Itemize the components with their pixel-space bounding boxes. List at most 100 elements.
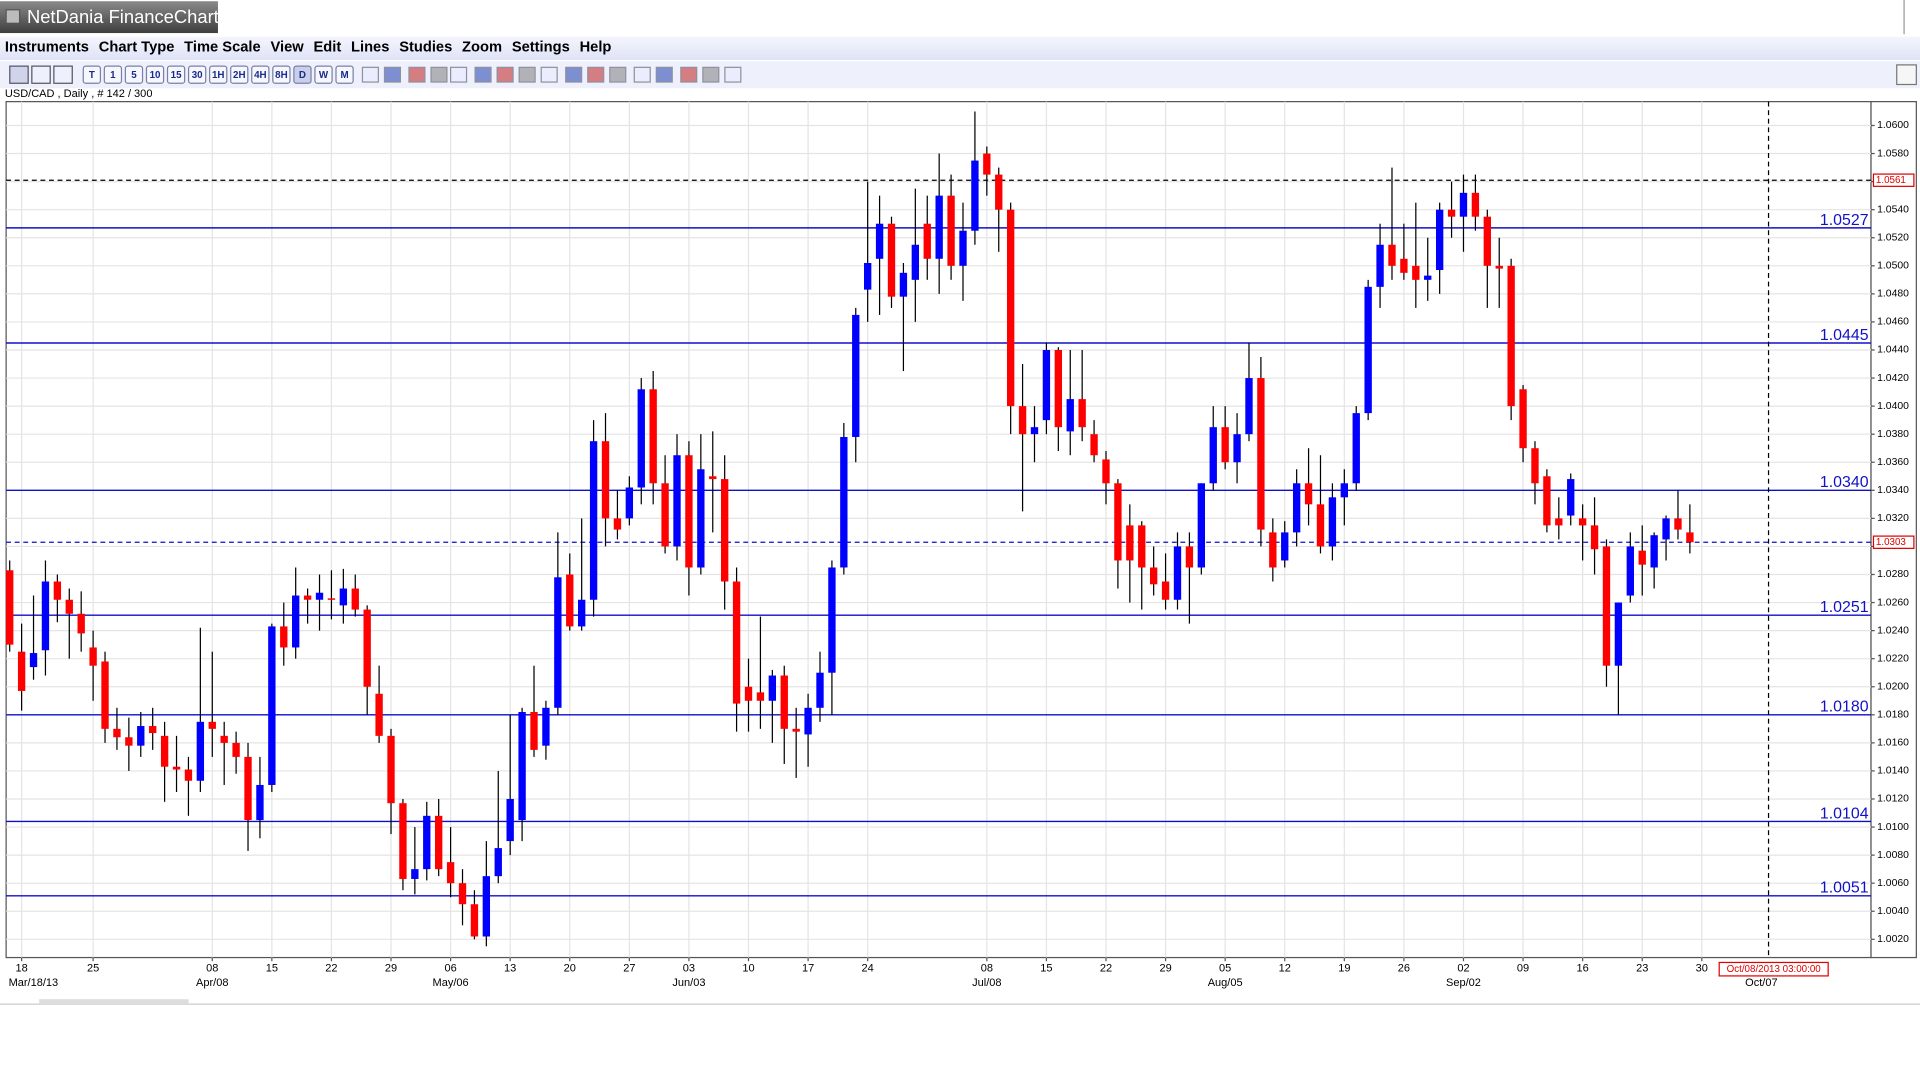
app-tab[interactable] bbox=[0, 1, 218, 34]
candle-body bbox=[494, 848, 502, 877]
timescale-label: 5 bbox=[131, 70, 137, 81]
timescale-button[interactable] bbox=[272, 65, 291, 84]
timescale-button[interactable] bbox=[293, 65, 312, 84]
candle-body bbox=[959, 230, 967, 266]
candle-body bbox=[1066, 399, 1074, 432]
candle-body bbox=[506, 798, 514, 842]
candle-body bbox=[649, 389, 657, 484]
timescale-button[interactable] bbox=[187, 65, 207, 84]
candle-body bbox=[816, 672, 824, 708]
timescale-button[interactable] bbox=[124, 65, 144, 84]
candle-body bbox=[1662, 518, 1670, 540]
timescale-button[interactable] bbox=[145, 65, 165, 84]
menu-item[interactable]: Studies bbox=[399, 40, 452, 56]
candle-body bbox=[1435, 209, 1444, 271]
level-label: 1.0180 bbox=[1820, 699, 1869, 716]
timescale-label: 10 bbox=[150, 70, 161, 81]
timescale-button[interactable] bbox=[166, 65, 186, 84]
tool-icon[interactable] bbox=[587, 66, 605, 83]
menu-item[interactable]: Instruments bbox=[5, 40, 89, 56]
y-tick-label: 1.0540 bbox=[1877, 204, 1909, 215]
candle-body bbox=[1161, 581, 1170, 600]
tool-icon[interactable] bbox=[383, 66, 402, 83]
tool-icon[interactable] bbox=[680, 66, 698, 83]
candle-body bbox=[399, 803, 407, 879]
timescale-button[interactable] bbox=[335, 65, 354, 84]
menu-item[interactable]: Edit bbox=[313, 40, 341, 56]
x-tick-label: 22 bbox=[1100, 962, 1112, 974]
timescale-button[interactable] bbox=[209, 65, 228, 84]
x-tick-label: 24 bbox=[862, 962, 874, 974]
candle-body bbox=[1328, 497, 1337, 547]
tool-icon[interactable] bbox=[408, 66, 426, 83]
tool-icon[interactable] bbox=[9, 65, 29, 84]
tool-icon[interactable] bbox=[496, 66, 514, 83]
tool-icon[interactable] bbox=[633, 66, 651, 83]
y-tick-label: 1.0200 bbox=[1877, 681, 1909, 692]
candle-body bbox=[685, 455, 693, 568]
chart-info: USD/CAD , Daily , # 142 / 300 bbox=[5, 88, 153, 100]
timescale-button[interactable] bbox=[103, 65, 123, 84]
candle-body bbox=[17, 651, 26, 691]
candle-body bbox=[303, 595, 312, 600]
candle-body bbox=[1090, 434, 1098, 456]
timescale-button[interactable] bbox=[251, 65, 270, 84]
candle-body bbox=[1221, 427, 1229, 463]
x-tick-label: 13 bbox=[504, 962, 516, 974]
timescale-button[interactable] bbox=[82, 65, 102, 84]
tool-icon[interactable] bbox=[565, 66, 583, 83]
tool-icon[interactable] bbox=[655, 66, 673, 83]
y-tick-label: 1.0360 bbox=[1877, 457, 1909, 468]
x-tick-label: 19 bbox=[1338, 962, 1350, 974]
x-tick-label: 15 bbox=[266, 962, 278, 974]
y-tick-label: 1.0400 bbox=[1877, 401, 1909, 412]
tool-icon[interactable] bbox=[540, 66, 558, 83]
menu-item[interactable]: Chart Type bbox=[99, 40, 175, 56]
tool-icon[interactable] bbox=[474, 66, 492, 83]
candle-body bbox=[1126, 525, 1134, 561]
candle-body bbox=[637, 389, 645, 488]
tool-icon[interactable] bbox=[609, 66, 627, 83]
candle-body bbox=[6, 570, 14, 645]
tool-icon[interactable] bbox=[518, 66, 536, 83]
x-tick-label: 27 bbox=[623, 962, 635, 974]
scrollbar[interactable] bbox=[39, 999, 189, 1005]
x-tick-label: 08 bbox=[206, 962, 218, 974]
tool-icon[interactable] bbox=[430, 66, 448, 83]
timescale-label: M bbox=[340, 70, 348, 81]
x-tick-label: 10 bbox=[742, 962, 754, 974]
candle-body bbox=[1006, 209, 1015, 407]
menu-item[interactable]: Time Scale bbox=[184, 40, 260, 56]
y-tick-label: 1.0220 bbox=[1877, 653, 1909, 664]
x-tick-label: 17 bbox=[802, 962, 814, 974]
tool-icon[interactable] bbox=[450, 66, 468, 83]
candle-body bbox=[768, 675, 777, 701]
menu-item[interactable]: View bbox=[270, 40, 304, 56]
menu-item[interactable]: Lines bbox=[351, 40, 389, 56]
timescale-button[interactable] bbox=[314, 65, 333, 84]
candle-body bbox=[220, 735, 228, 743]
tool-icon[interactable] bbox=[53, 65, 73, 84]
tool-icon[interactable] bbox=[702, 66, 720, 83]
panel-button[interactable] bbox=[1896, 64, 1917, 86]
candle-body bbox=[208, 721, 216, 729]
tool-icon[interactable] bbox=[724, 66, 742, 83]
candle-body bbox=[1471, 192, 1480, 217]
candle-body bbox=[1519, 389, 1527, 449]
levels: 1.0527 1.0445 1.0340 1.0251 1.0180 1.0104 1.00… bbox=[6, 101, 1872, 958]
candle-body bbox=[1269, 532, 1277, 568]
x-tick-label: 15 bbox=[1040, 962, 1052, 974]
candle-body bbox=[589, 441, 598, 600]
menu-item[interactable]: Settings bbox=[512, 40, 570, 56]
candle-body bbox=[1424, 275, 1432, 280]
y-tick-label: 1.0440 bbox=[1877, 345, 1909, 356]
tool-icon[interactable] bbox=[361, 66, 379, 83]
menu-item[interactable]: Help bbox=[580, 40, 612, 56]
candle-body bbox=[1185, 546, 1194, 568]
timescale-button[interactable] bbox=[230, 65, 249, 84]
y-tick-label: 1.0320 bbox=[1877, 513, 1909, 524]
tool-icon[interactable] bbox=[31, 65, 51, 84]
menu-item[interactable]: Zoom bbox=[462, 40, 502, 56]
